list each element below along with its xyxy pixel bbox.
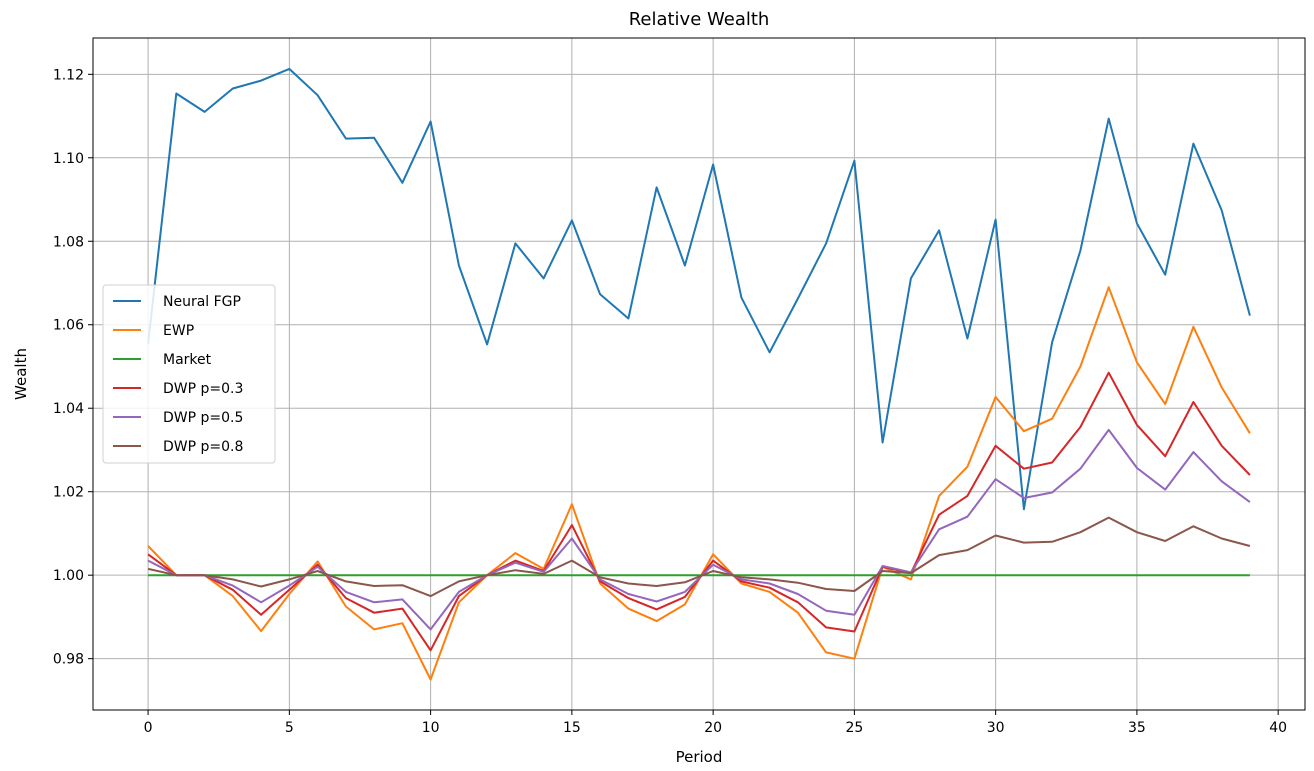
legend-entry: Market — [163, 352, 212, 368]
y-tick-label: 1.08 — [53, 234, 84, 250]
legend: Neural FGP EWP Market DWP p=0.3 DWP p=0.5 DWP… — [102, 284, 276, 464]
axis-ticks: 0 5 10 15 20 25 30 35 40 0.98 1.00 1.02 1.04 1.06 1.08… — [53, 67, 1287, 736]
y-tick-label: 0.98 — [53, 652, 84, 668]
series-line-neural-fgp — [147, 67, 1251, 511]
y-tick-label: 1.02 — [53, 485, 84, 501]
x-tick-label: 25 — [845, 720, 863, 736]
legend-entry: DWP p=0.8 — [163, 439, 243, 455]
series-line-dwp-p-0-3 — [147, 371, 1251, 652]
legend-entry: EWP — [163, 323, 194, 339]
chart-title: Relative Wealth — [629, 9, 770, 30]
x-axis-label: Period — [676, 748, 723, 766]
x-tick-label: 40 — [1269, 720, 1287, 736]
y-tick-label: 1.04 — [53, 401, 84, 417]
legend-entry: Neural FGP — [163, 294, 241, 310]
y-tick-label: 1.12 — [53, 67, 84, 83]
legend-entry: DWP p=0.5 — [163, 410, 243, 426]
x-tick-label: 15 — [563, 720, 581, 736]
series-line-ewp — [147, 286, 1251, 681]
y-tick-label: 1.10 — [53, 151, 84, 167]
x-tick-label: 30 — [987, 720, 1005, 736]
y-tick-label: 1.00 — [53, 568, 84, 584]
x-tick-label: 35 — [1128, 720, 1146, 736]
y-tick-label: 1.06 — [53, 318, 84, 334]
legend-entry: DWP p=0.3 — [163, 381, 243, 397]
series-line-dwp-p-0-5 — [147, 428, 1251, 631]
x-tick-label: 5 — [285, 720, 294, 736]
series-lines — [147, 67, 1251, 681]
series-line-dwp-p-0-8 — [147, 516, 1251, 598]
x-tick-label: 20 — [704, 720, 722, 736]
x-tick-label: 0 — [144, 720, 153, 736]
plot-frame — [92, 37, 1306, 711]
x-tick-label: 10 — [422, 720, 440, 736]
y-axis-label: Wealth — [12, 348, 30, 400]
legend-box — [102, 284, 276, 464]
